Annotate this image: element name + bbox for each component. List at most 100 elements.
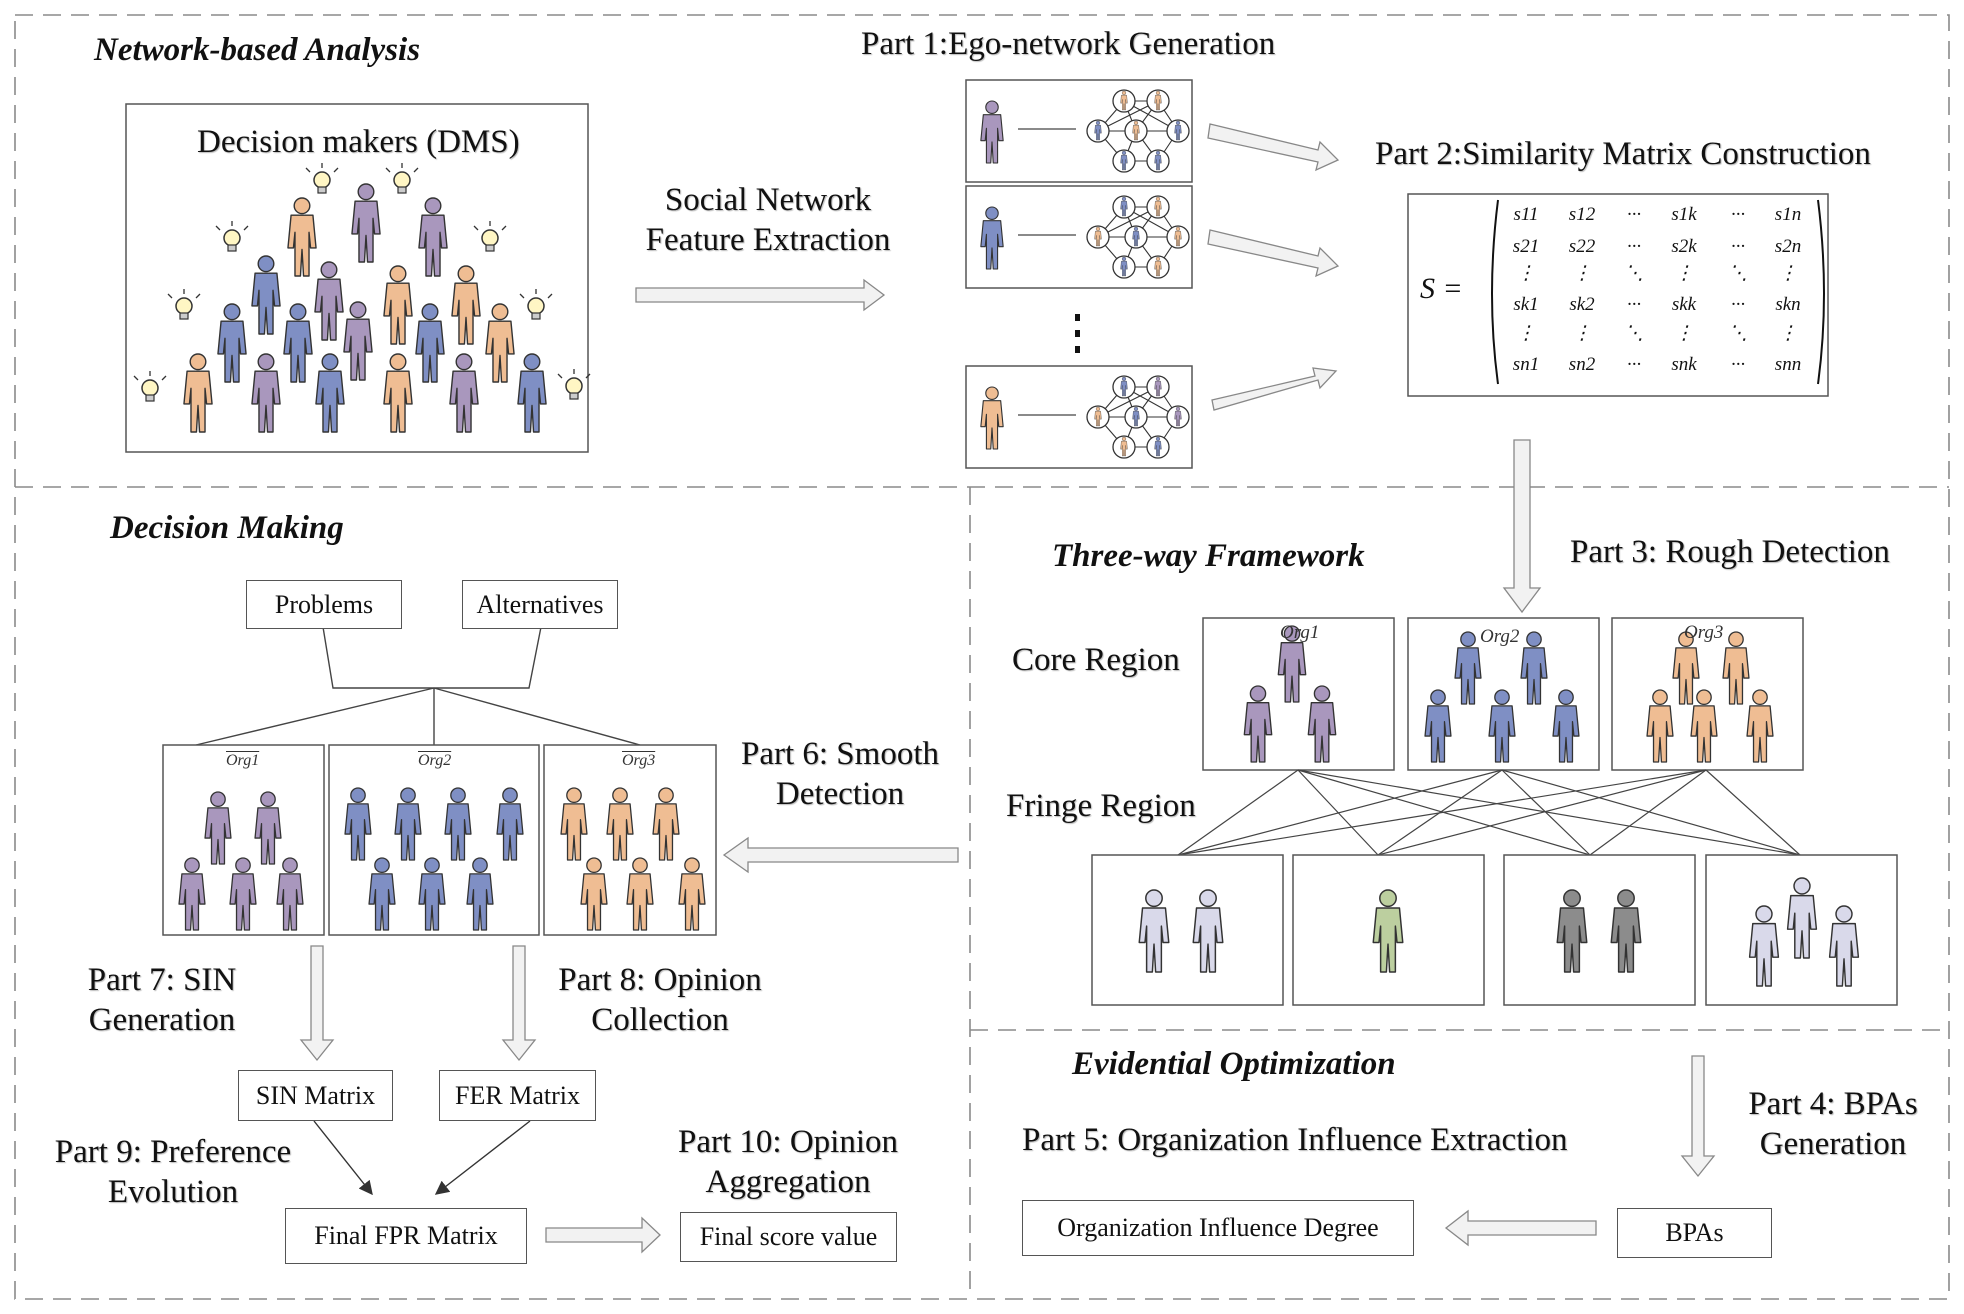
person-icon: [1154, 436, 1162, 457]
person-icon: [560, 787, 588, 861]
part3-label: Part 3: Rough Detection: [1570, 534, 1890, 570]
person-icon: [1154, 196, 1162, 217]
matrix-cell: ⋱: [1624, 323, 1644, 344]
matrix-cell: ···: [1626, 204, 1642, 225]
person-icon: [517, 353, 547, 433]
part10-label: Part 10: Opinion Aggregation: [660, 1122, 916, 1203]
person-icon: [449, 353, 479, 433]
arrow-extraction: [635, 278, 886, 312]
part4-line1: Part 4: BPAs: [1748, 1086, 1918, 1122]
sin-matrix-box: SIN Matrix: [238, 1070, 393, 1121]
person-icon: [980, 206, 1004, 270]
matrix-cell: s2n: [1774, 236, 1802, 257]
core-people: [1243, 625, 1774, 763]
person-icon: [1277, 625, 1307, 703]
person-icon: [1154, 256, 1162, 277]
person-icon: [496, 787, 524, 861]
person-icon: [418, 857, 446, 931]
part7-line2: Generation: [88, 1002, 236, 1039]
person-icon: [1120, 150, 1128, 171]
matrix-cell: skn: [1775, 294, 1801, 315]
part7-label: Part 7: SIN Generation: [62, 960, 262, 1041]
part6-line1: Part 6: Smooth: [740, 736, 940, 772]
section-title-network: Network-based Analysis: [94, 32, 421, 68]
arrow-bpas-down: [1680, 1055, 1716, 1178]
matrix-cell: ⋮: [1674, 263, 1694, 284]
matrix-cell: s2k: [1671, 236, 1697, 257]
person-icon: [276, 857, 304, 931]
final-fpr-matrix-box: Final FPR Matrix: [285, 1208, 527, 1264]
person-icon: [343, 301, 373, 381]
matrix-cell: ···: [1730, 204, 1746, 225]
part6-label: Part 6: Smooth Detection: [730, 734, 950, 815]
part8-line2: Collection: [591, 1002, 729, 1039]
matrix-cell: ···: [1626, 354, 1642, 375]
person-icon: [678, 857, 706, 931]
smooth-org3-caption: Org3: [622, 752, 656, 769]
person-icon: [344, 787, 372, 861]
person-icon: [1646, 689, 1674, 763]
matrix-cell: s12: [1568, 204, 1596, 225]
matrix-cell: sn2: [1568, 354, 1596, 375]
person-icon: [1174, 120, 1182, 141]
ego-networks: [965, 79, 1193, 469]
lightbulb-icon: [385, 163, 419, 194]
part6-line2: Detection: [775, 776, 905, 813]
alternatives-box: Alternatives: [462, 580, 618, 629]
person-icon: [1672, 631, 1700, 705]
arrow-fpr-score: [545, 1216, 661, 1254]
person-icon: [1120, 436, 1128, 457]
person-icon: [580, 857, 608, 931]
matrix-cell: s21: [1512, 236, 1540, 257]
matrix-cell: snn: [1774, 354, 1802, 375]
matrix-cell: snk: [1671, 354, 1697, 375]
person-icon: [1556, 889, 1588, 973]
person-icon: [283, 303, 313, 383]
person-icon: [1786, 877, 1818, 959]
dms-crowd: [133, 163, 591, 433]
final-score-box: Final score value: [680, 1212, 897, 1262]
problems-box: Problems: [246, 580, 402, 629]
fringe-people: [1138, 877, 1860, 987]
extraction-line1: Social Network: [664, 182, 872, 218]
matrix-label: S =: [1420, 272, 1463, 305]
person-icon: [1243, 685, 1273, 763]
smooth-org1-caption: Org1: [226, 752, 260, 769]
matrix-cell: ···: [1730, 236, 1746, 257]
arrow-ego3: [1211, 367, 1338, 411]
person-icon: [1154, 150, 1162, 171]
person-icon: [1192, 889, 1224, 973]
person-icon: [652, 787, 680, 861]
matrix-cell: ⋮: [1572, 263, 1592, 284]
person-icon: [1174, 406, 1182, 427]
person-icon: [217, 303, 247, 383]
person-icon: [606, 787, 634, 861]
person-icon: [1120, 196, 1128, 217]
similarity-matrix-box: [1407, 193, 1829, 397]
part5-label: Part 5: Organization Influence Extractio…: [1022, 1122, 1568, 1158]
person-icon: [1610, 889, 1642, 973]
person-icon: [466, 857, 494, 931]
matrix-cell: skk: [1671, 294, 1697, 315]
matrix-cell: s22: [1568, 236, 1596, 257]
person-icon: [1094, 120, 1102, 141]
matrix-cell: ⋮: [1516, 323, 1536, 344]
person-icon: [1690, 689, 1718, 763]
person-icon: [383, 265, 413, 345]
part4-line2: Generation: [1759, 1126, 1907, 1163]
part10-line2: Aggregation: [705, 1164, 871, 1201]
part7-line1: Part 7: SIN: [87, 962, 237, 998]
matrix-cell: s1n: [1774, 204, 1802, 225]
person-icon: [1094, 406, 1102, 427]
person-icon: [204, 791, 232, 865]
part2-label: Part 2:Similarity Matrix Construction: [1375, 136, 1871, 172]
person-icon: [287, 197, 317, 277]
lightbulb-icon: [133, 371, 167, 402]
matrix-cell: ⋮: [1572, 323, 1592, 344]
part8-label: Part 8: Opinion Collection: [532, 960, 788, 1041]
person-icon: [1722, 631, 1750, 705]
person-icon: [1828, 905, 1860, 987]
arrow-smooth: [722, 836, 959, 874]
bpas-box: BPAs: [1617, 1208, 1772, 1258]
arrow-ego1: [1207, 123, 1340, 172]
